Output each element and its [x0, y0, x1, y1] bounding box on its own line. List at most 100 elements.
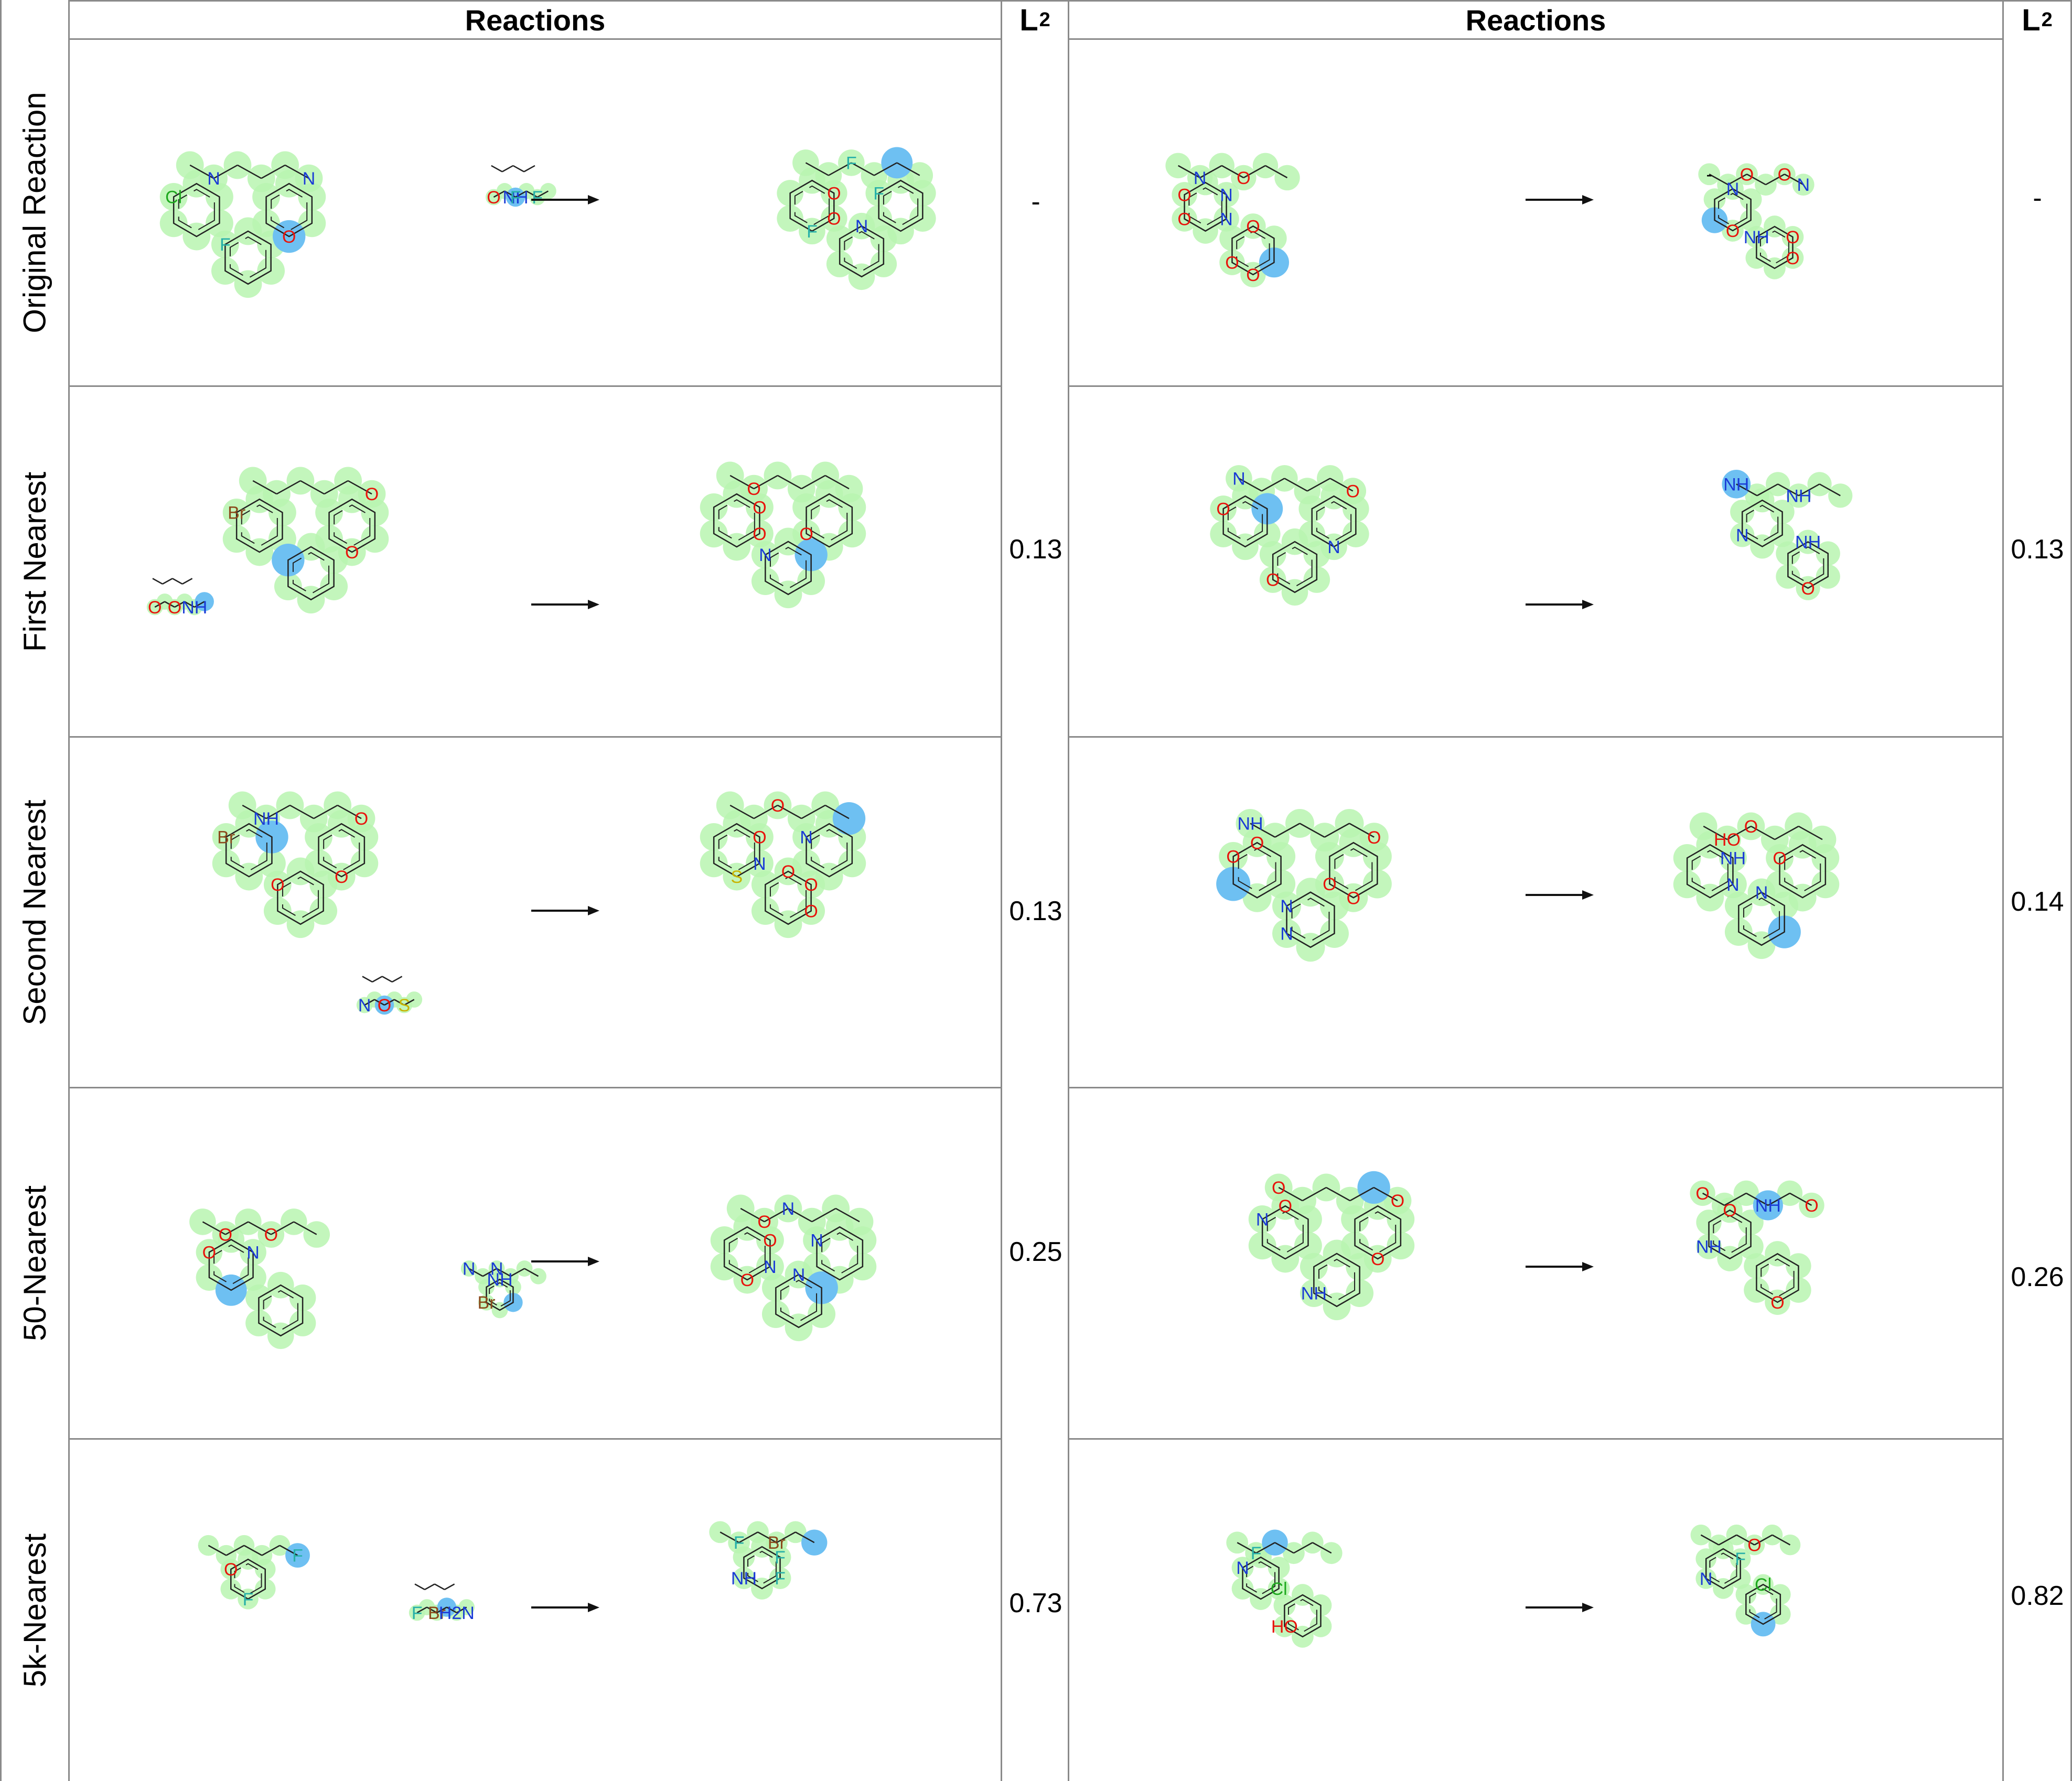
ring-bond [1686, 844, 1734, 899]
aromatic-bond [811, 499, 848, 542]
atom-label: O [1177, 185, 1191, 205]
chain-bond [261, 1545, 281, 1556]
l2-left-first: 0.13 [1009, 534, 1062, 565]
chain-bond [835, 1207, 860, 1223]
atom-highlight [1745, 483, 1769, 508]
aromatic-bond [241, 504, 278, 547]
atom-label: NH [1301, 1284, 1327, 1304]
chain-bond [404, 999, 415, 1006]
atom-label: F [292, 1546, 303, 1566]
atom-label: O [1323, 875, 1336, 894]
atom-label: O [365, 484, 379, 504]
chain-bond [1261, 478, 1285, 492]
chain-bond [243, 1545, 263, 1556]
chain-bond [788, 1207, 812, 1223]
chain-bond [208, 1545, 227, 1556]
atom-highlight [750, 1207, 778, 1236]
atom-highlight [740, 804, 768, 833]
atom-label: HO [1271, 1617, 1298, 1637]
l2-right-original: - [2033, 183, 2042, 213]
chain-bond [252, 480, 277, 495]
chain-bond [1243, 165, 1266, 179]
chain-bond [1751, 825, 1775, 840]
chain-bond [1278, 1186, 1303, 1202]
reaction-cell-original-left: Cl NH O O N F F F N O O N F F F [70, 40, 1001, 385]
header-l2-left-sub: 2 [1039, 8, 1050, 31]
reaction-arrow-icon [531, 600, 599, 609]
atom-highlight [233, 1535, 255, 1556]
chain-bond [202, 1221, 226, 1235]
reaction-cell-5k-left: O Br F F F H2N Br NH F F F [70, 1440, 1001, 1781]
atom-label: N [1726, 875, 1740, 895]
atom-label: NH [1723, 474, 1749, 494]
chain-bond [226, 1545, 245, 1556]
ring-bond [1284, 1594, 1322, 1638]
reaction-cell-5k-right: N HO F Cl F Cl O N [1069, 1440, 2002, 1781]
reactive-site-highlight [1722, 470, 1751, 499]
aromatic-bond [728, 1232, 766, 1275]
divider-row-2-right [1068, 736, 2002, 738]
atom-label: N [1232, 469, 1246, 489]
atom-label: O [1740, 165, 1754, 185]
chain-bond [394, 999, 405, 1006]
atom-label: O [1773, 848, 1786, 868]
chain-bond [1700, 1534, 1720, 1546]
atom-highlight [1762, 1524, 1783, 1546]
atom-label: N [1220, 185, 1233, 205]
atom-highlight [728, 1531, 750, 1554]
chain-bond [237, 164, 262, 179]
atom-label: F [1251, 1543, 1262, 1563]
reaction-arrow-icon [1526, 195, 1594, 204]
chain-bond [536, 190, 549, 198]
atom-label: O [1225, 253, 1239, 273]
chain-bond [261, 164, 286, 179]
atom-label: N [490, 1259, 503, 1279]
chain-bond [362, 976, 373, 983]
atom-label: N [782, 1199, 795, 1219]
aromatic-bond [821, 1232, 858, 1275]
atom-label: O [763, 1230, 777, 1250]
chain-bond [1237, 1542, 1257, 1554]
chain-bond [348, 480, 372, 495]
chain-bond [493, 190, 505, 198]
ring-bond [713, 493, 760, 548]
atom-label: O [224, 1560, 238, 1580]
aromatic-bond [1291, 898, 1330, 942]
ring-bond [806, 823, 853, 878]
aromatic-bond [1266, 1211, 1304, 1254]
chain-bond [276, 480, 301, 495]
atom-label: O [1770, 1293, 1784, 1313]
aromatic-bond [1227, 501, 1263, 542]
chain-bond [1312, 1542, 1332, 1554]
aromatic-bond [1334, 848, 1373, 892]
atom-label: N [753, 854, 766, 874]
atom-label: O [148, 598, 162, 618]
reaction-arrow-icon [531, 1257, 599, 1266]
l2-right-second: 0.14 [2011, 887, 2064, 917]
chain-bond [1819, 483, 1841, 496]
atom-label: O [827, 209, 841, 229]
atom-highlight [1779, 1534, 1801, 1556]
chain-bond [1238, 478, 1262, 492]
atom-highlight [835, 474, 863, 503]
reactive-site-highlight [285, 1543, 310, 1568]
chain-bond [510, 1268, 525, 1277]
atom-label: O [753, 827, 766, 847]
ring-bond [816, 1226, 864, 1281]
chain-bond [164, 601, 175, 608]
atom-label: O [282, 227, 296, 247]
chain-bond [1736, 1534, 1755, 1546]
divider-left-l2 [1001, 0, 1002, 1781]
row-label-5k-nearest: 5k-Nearest [17, 1533, 52, 1688]
chain-bond [248, 1221, 272, 1235]
chain-bond [392, 976, 403, 983]
chain-bond [1709, 174, 1729, 186]
chain-bond [1284, 478, 1308, 492]
atom-label: F [532, 188, 543, 208]
ring-bond [224, 230, 272, 285]
atom-label: O [804, 875, 818, 895]
chain-bond [501, 165, 513, 172]
atom-highlight [726, 1194, 755, 1223]
chain-bond [1798, 825, 1823, 840]
